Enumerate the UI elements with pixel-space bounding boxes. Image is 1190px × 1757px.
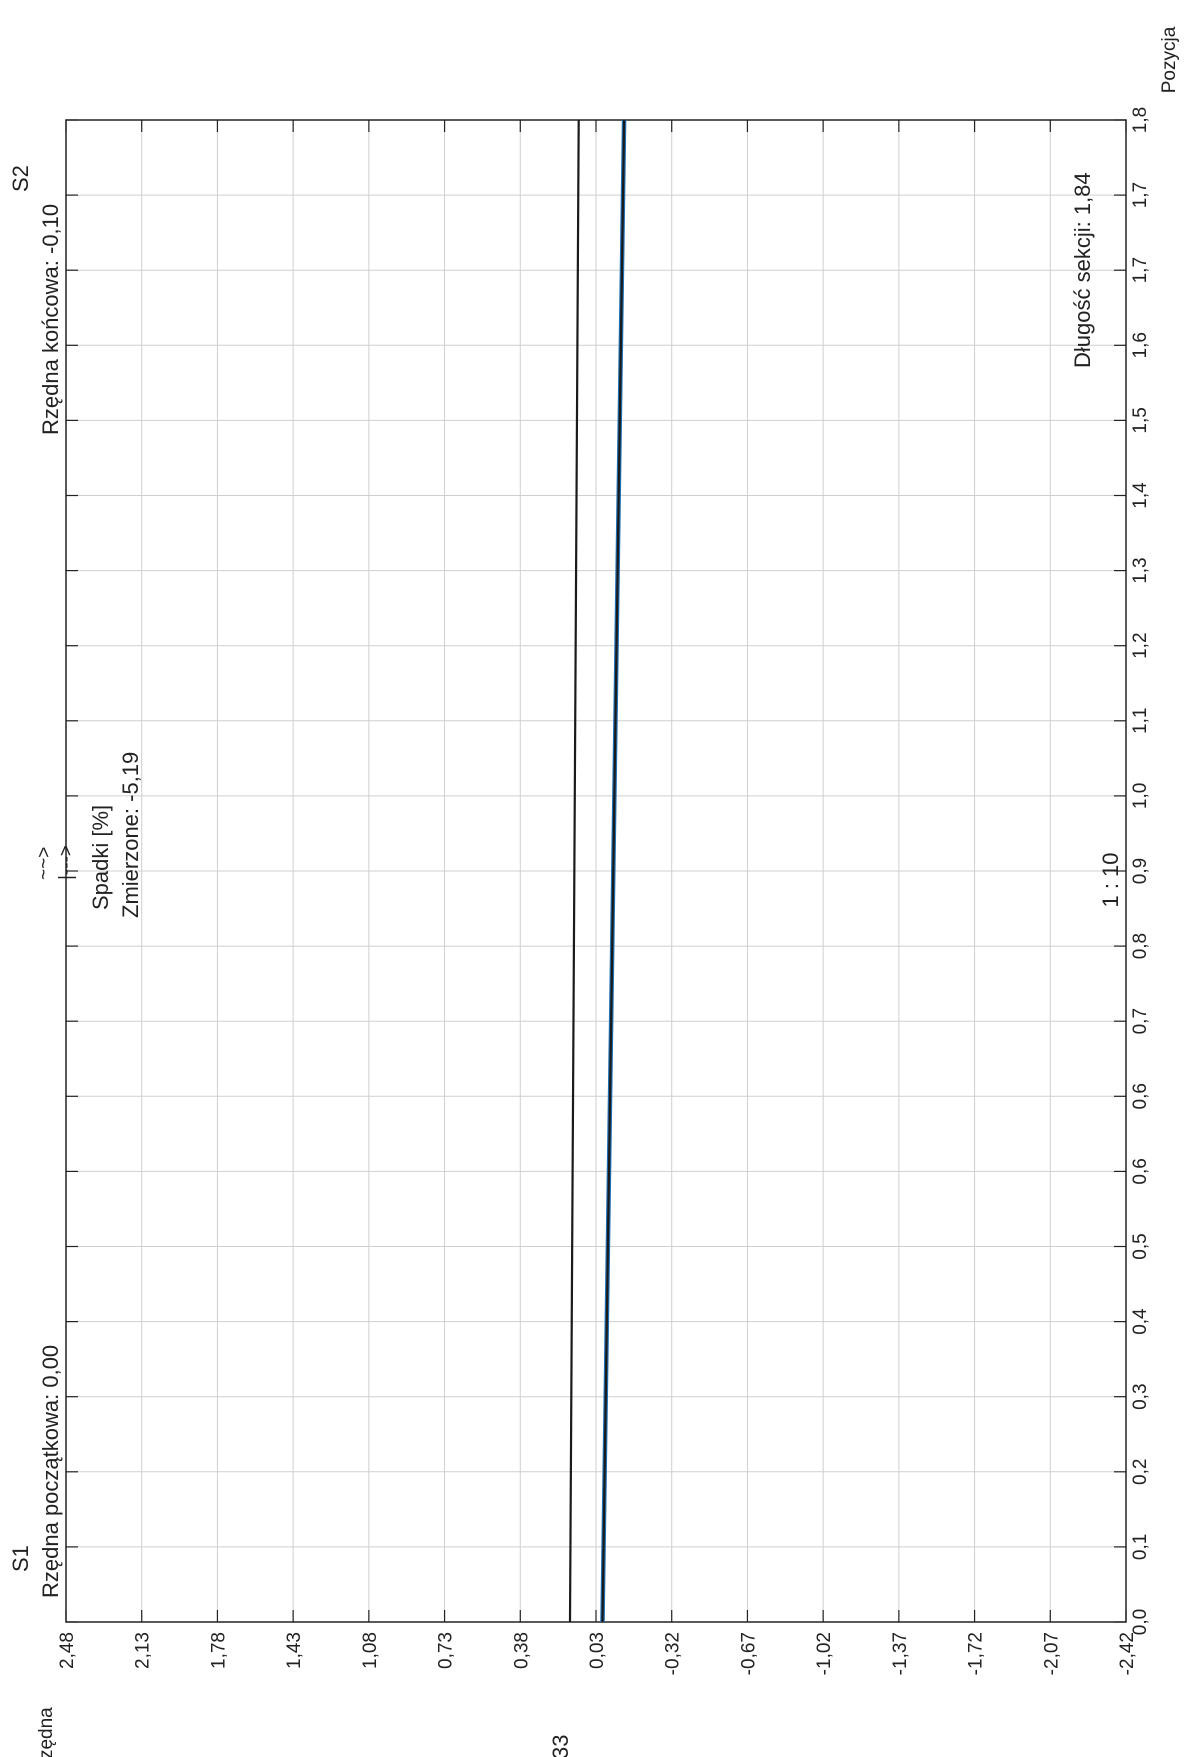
y-tick-label: 0,73 [436,1632,457,1669]
x-tick-label: 1,3 [1130,557,1151,583]
y-axis-label: Rzędna [36,1707,57,1757]
x-tick-label: 1,7 [1130,257,1151,283]
x-tick-label: 1,6 [1130,332,1151,358]
y-tick-label: -1,37 [890,1632,911,1675]
y-tick-label: 1,43 [284,1632,305,1669]
y-tick-label: -1,72 [966,1632,987,1675]
y-tick-label: 2,13 [133,1632,154,1669]
x-tick-label: 0,1 [1130,1534,1151,1560]
y-tick-label: -2,07 [1041,1632,1062,1675]
series-line-1 [568,119,580,1623]
tick-group: 2,48 2,13 1,78 1,43 1,08 0,73 0,38 0,03 -0,32 -0,… [57,107,1151,1676]
section-length-label: Długość sekcji: 1,84 [1070,172,1095,368]
y-tick-label: -2,42 [1117,1632,1138,1675]
x-axis-label: Pozycja [1159,26,1180,93]
x-tick-label: 0,4 [1130,1308,1151,1335]
arrow-top: ~~> [34,847,55,880]
series-line-3 [601,119,626,1623]
x-tick-label: 0,2 [1130,1459,1151,1485]
y-tick-label: 0,03 [587,1632,608,1669]
s2-label: S2 [8,165,33,192]
series-group [568,119,627,1623]
x-tick-label: 1,5 [1130,407,1151,433]
y-tick-label: 0,38 [511,1632,532,1669]
start-elevation-label: Rzędna początkowa: 0,00 [38,1345,63,1598]
x-tick-label: 0,0 [1130,1609,1151,1635]
x-tick-label: 0,6 [1130,1158,1151,1184]
x-tick-label: 1,0 [1130,783,1151,809]
x-tick-label: 0,8 [1130,933,1151,959]
arrow-bottom: |---> [56,845,77,880]
y-tick-label: 1,08 [360,1632,381,1669]
end-elevation-label: Rzędna końcowa: -0,10 [38,204,63,435]
x-tick-label: 1,8 [1130,107,1151,133]
x-tick-label: 0,7 [1130,1008,1151,1034]
scale-y: 1 : 33 [548,1734,573,1757]
slopes-title: Spadki [%] [88,805,113,910]
y-tick-label: -0,67 [738,1632,759,1675]
x-tick-label: 0,9 [1130,858,1151,884]
x-tick-label: 1,4 [1130,482,1151,509]
slopes-value: Zmierzone: -5,19 [118,752,143,918]
x-tick-label: 1,7 [1130,182,1151,208]
y-tick-label: -1,02 [814,1632,835,1675]
y-tick-label: 2,48 [57,1632,78,1669]
scale-x: 1 : 10 [1098,852,1123,907]
s1-label: S1 [8,1545,33,1572]
x-tick-label: 0,5 [1130,1233,1151,1259]
y-tick-label: -0,32 [663,1632,684,1675]
grid [66,120,1126,1622]
x-tick-label: 0,3 [1130,1383,1151,1409]
x-tick-label: 1,2 [1130,632,1151,658]
x-tick-label: 1,1 [1130,708,1151,734]
y-tick-label: 1,78 [208,1632,229,1669]
x-tick-label: 0,6 [1130,1083,1151,1109]
